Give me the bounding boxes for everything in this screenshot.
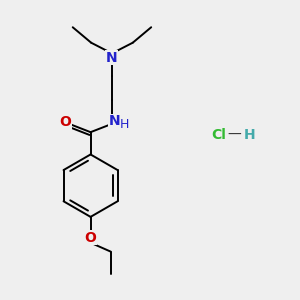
Text: H: H — [244, 128, 255, 142]
Text: N: N — [109, 115, 120, 128]
Text: Cl: Cl — [211, 128, 226, 142]
Text: O: O — [85, 231, 97, 245]
Text: N: N — [106, 51, 118, 64]
Text: H: H — [120, 118, 129, 131]
Text: O: O — [59, 116, 71, 129]
Text: —: — — [228, 128, 242, 142]
